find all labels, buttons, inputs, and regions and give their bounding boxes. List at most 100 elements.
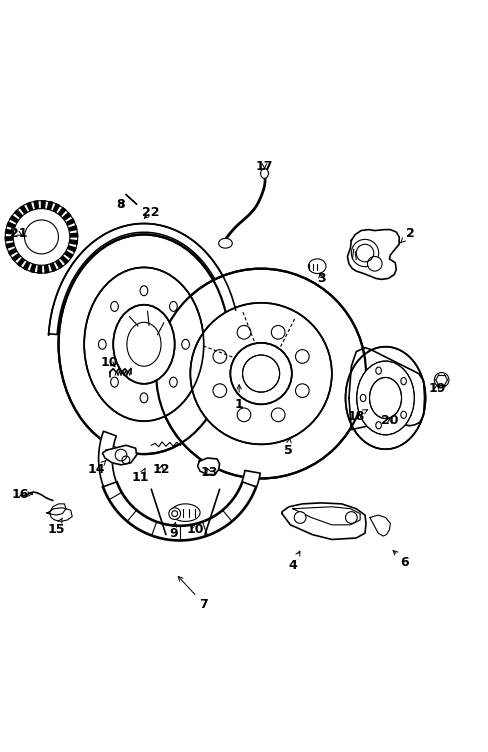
- Polygon shape: [50, 262, 56, 271]
- Text: 5: 5: [284, 438, 292, 456]
- Polygon shape: [12, 253, 20, 261]
- Polygon shape: [68, 226, 77, 231]
- Polygon shape: [61, 256, 68, 264]
- Text: 12: 12: [152, 463, 170, 476]
- Polygon shape: [17, 258, 25, 266]
- Circle shape: [190, 303, 332, 444]
- Ellipse shape: [140, 286, 148, 296]
- Circle shape: [24, 220, 59, 254]
- Ellipse shape: [360, 394, 366, 402]
- Polygon shape: [47, 202, 53, 210]
- Circle shape: [213, 350, 226, 363]
- Text: 20: 20: [381, 414, 398, 427]
- Ellipse shape: [219, 238, 232, 248]
- Polygon shape: [8, 248, 17, 255]
- Text: 9: 9: [169, 523, 178, 540]
- Circle shape: [434, 372, 449, 387]
- Polygon shape: [6, 243, 15, 248]
- Polygon shape: [198, 458, 220, 475]
- Circle shape: [237, 326, 251, 339]
- Polygon shape: [66, 219, 75, 226]
- Ellipse shape: [182, 339, 189, 349]
- Polygon shape: [347, 229, 399, 280]
- Polygon shape: [62, 213, 71, 220]
- Circle shape: [213, 384, 226, 398]
- Ellipse shape: [111, 302, 119, 311]
- Circle shape: [271, 408, 285, 422]
- Polygon shape: [64, 251, 73, 258]
- Polygon shape: [70, 233, 78, 237]
- Polygon shape: [23, 262, 30, 270]
- Polygon shape: [53, 204, 60, 212]
- Text: 15: 15: [47, 518, 65, 536]
- Ellipse shape: [111, 378, 119, 387]
- Polygon shape: [69, 240, 78, 244]
- Ellipse shape: [376, 422, 382, 429]
- Polygon shape: [56, 260, 63, 268]
- Circle shape: [115, 449, 127, 461]
- Polygon shape: [27, 202, 33, 211]
- Text: 10: 10: [101, 356, 119, 368]
- Ellipse shape: [346, 347, 426, 449]
- Polygon shape: [38, 265, 41, 273]
- Circle shape: [5, 201, 78, 273]
- Ellipse shape: [169, 378, 177, 387]
- Polygon shape: [5, 237, 13, 241]
- Text: 22: 22: [142, 206, 159, 219]
- Ellipse shape: [59, 235, 229, 454]
- Polygon shape: [30, 264, 36, 272]
- Circle shape: [156, 268, 366, 478]
- Text: 8: 8: [117, 198, 125, 211]
- Ellipse shape: [357, 361, 414, 435]
- Ellipse shape: [401, 411, 407, 418]
- Polygon shape: [34, 201, 39, 209]
- Ellipse shape: [308, 259, 326, 274]
- Circle shape: [230, 343, 292, 405]
- Text: 11: 11: [132, 468, 149, 484]
- Polygon shape: [20, 205, 27, 214]
- Circle shape: [296, 350, 309, 363]
- Circle shape: [243, 355, 280, 392]
- Polygon shape: [7, 222, 16, 228]
- Polygon shape: [293, 507, 360, 525]
- Polygon shape: [15, 210, 22, 218]
- Polygon shape: [10, 216, 19, 223]
- Text: 7: 7: [178, 577, 208, 611]
- Text: 18: 18: [347, 410, 368, 423]
- Ellipse shape: [401, 378, 407, 385]
- Circle shape: [296, 384, 309, 398]
- Text: 6: 6: [393, 550, 409, 569]
- Text: 4: 4: [288, 551, 300, 572]
- Text: 14: 14: [88, 460, 106, 476]
- Text: 2: 2: [401, 227, 414, 243]
- Polygon shape: [282, 503, 366, 539]
- Ellipse shape: [140, 393, 148, 403]
- Polygon shape: [46, 504, 72, 521]
- Ellipse shape: [169, 302, 177, 311]
- Text: 3: 3: [317, 272, 325, 285]
- Circle shape: [294, 511, 306, 523]
- Ellipse shape: [369, 378, 402, 418]
- Circle shape: [271, 326, 285, 339]
- Ellipse shape: [99, 339, 106, 349]
- Polygon shape: [58, 208, 66, 216]
- Ellipse shape: [84, 268, 204, 421]
- Text: 19: 19: [428, 382, 446, 395]
- Ellipse shape: [113, 305, 175, 384]
- Polygon shape: [370, 515, 390, 536]
- Polygon shape: [67, 246, 76, 252]
- Polygon shape: [41, 201, 45, 209]
- Text: 21: 21: [10, 227, 27, 240]
- Ellipse shape: [376, 367, 382, 374]
- Text: 16: 16: [12, 487, 32, 501]
- Polygon shape: [99, 431, 256, 540]
- Text: 1: 1: [235, 385, 244, 411]
- Circle shape: [367, 256, 382, 271]
- Text: 13: 13: [200, 466, 218, 479]
- Polygon shape: [44, 265, 49, 273]
- Polygon shape: [49, 223, 234, 335]
- Polygon shape: [102, 445, 137, 465]
- Circle shape: [13, 208, 70, 265]
- Text: 17: 17: [256, 159, 273, 173]
- Ellipse shape: [261, 168, 268, 178]
